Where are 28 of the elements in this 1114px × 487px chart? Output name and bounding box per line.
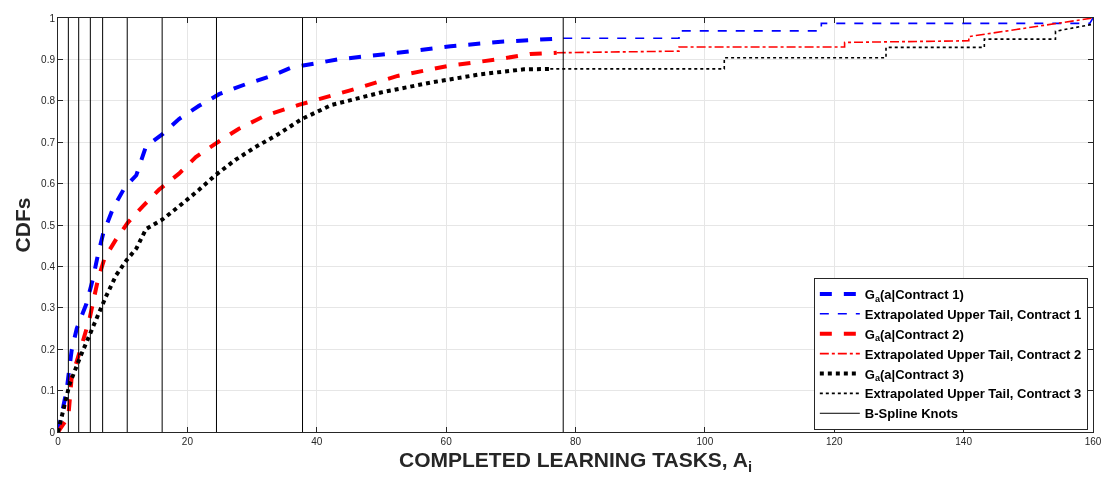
y-tick-label: 0.4 — [41, 260, 56, 272]
legend-label: B-Spline Knots — [864, 406, 958, 422]
x-tick-label: 100 — [696, 436, 714, 447]
x-tick-label: 160 — [1084, 436, 1102, 447]
y-tick-label: 0 — [49, 426, 56, 438]
y-tick-label: 0.7 — [41, 136, 56, 148]
x-tick-label: 20 — [181, 436, 194, 447]
legend-label: Extrapolated Upper Tail, Contract 2 — [864, 346, 1082, 362]
y-tick-label: 0.9 — [41, 53, 56, 65]
y-tick-label: 0.1 — [41, 385, 56, 397]
x-tick-label: 140 — [955, 436, 973, 447]
y-tick-label: 0.3 — [41, 302, 56, 314]
x-tick-label: 40 — [311, 436, 323, 447]
x-axis-title: COMPLETED LEARNING TASKS, A$_{i}$ — [399, 448, 752, 475]
y-tick-label: 0.2 — [41, 343, 56, 355]
legend-label: Extrapolated Upper Tail, Contract 1 — [864, 306, 1082, 322]
legend-label: G$_{a}$(a|Contract 2) — [864, 326, 964, 344]
x-tick-label: 60 — [440, 436, 453, 447]
x-tick-label: 120 — [825, 436, 844, 447]
legend-label: G$_{a}$(a|Contract 3) — [864, 366, 964, 384]
x-tick-label: 80 — [569, 436, 582, 447]
y-tick-label: 0.6 — [41, 178, 56, 190]
y-tick-label: 1 — [49, 12, 56, 24]
legend-label: Extrapolated Upper Tail, Contract 3 — [864, 386, 1082, 402]
legend-label: G$_{a}$(a|Contract 1) — [864, 286, 964, 304]
y-axis-title: CDFs — [11, 197, 35, 253]
y-tick-label: 0.5 — [41, 219, 56, 231]
y-tick-label: 0.8 — [41, 95, 56, 107]
